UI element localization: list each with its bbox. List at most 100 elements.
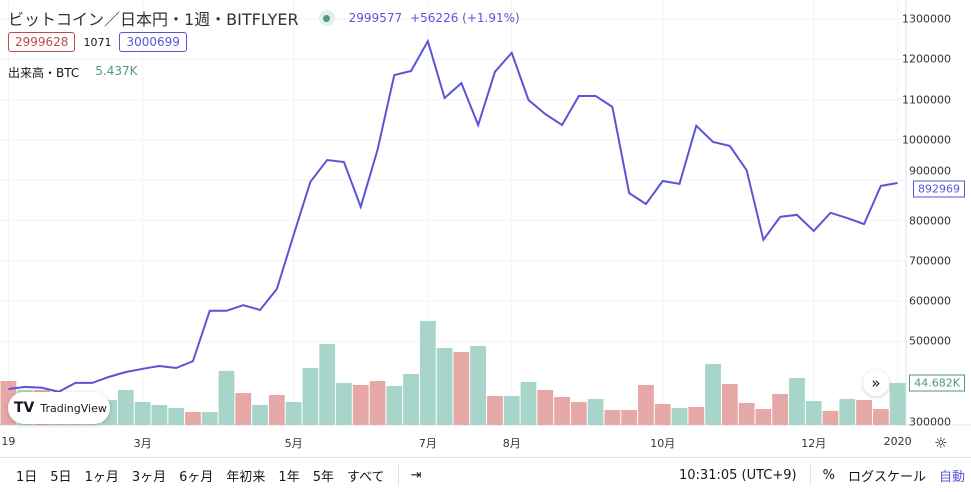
x-tick-label: 3月 bbox=[133, 437, 152, 450]
volume-bar bbox=[755, 409, 772, 425]
volume-bar bbox=[671, 407, 688, 425]
x-tick-label: 7月 bbox=[418, 437, 437, 450]
volume-legend: 出来高・BTC 5.437K bbox=[8, 64, 137, 81]
volume-bar bbox=[487, 395, 503, 425]
y-tick-label: 600000 bbox=[909, 294, 951, 308]
bid-ask: 2999628 1071 3000699 bbox=[8, 32, 187, 52]
log-scale-toggle[interactable]: ログスケール bbox=[847, 469, 926, 485]
volume-bar bbox=[268, 395, 285, 425]
volume-bar bbox=[285, 401, 302, 425]
volume-bar bbox=[386, 385, 403, 425]
y-tick-label: 1200000 bbox=[902, 52, 951, 66]
date-range-icon[interactable]: ⇥ bbox=[410, 467, 422, 483]
volume-bar bbox=[319, 343, 336, 425]
x-tick-label: 8月 bbox=[502, 437, 521, 450]
volume-bar bbox=[570, 401, 587, 425]
y-tick-label: 1300000 bbox=[902, 12, 951, 26]
volume-bar bbox=[554, 396, 570, 425]
volume-bar bbox=[738, 403, 755, 425]
tradingview-logo[interactable]: TV TradingView bbox=[8, 392, 110, 424]
x-tick-label: 5月 bbox=[284, 437, 303, 450]
last-price: 2999577 bbox=[348, 11, 403, 25]
volume-bar bbox=[168, 407, 185, 425]
price-chart[interactable] bbox=[0, 0, 971, 457]
range-3m[interactable]: 3ヶ月 bbox=[131, 469, 167, 485]
x-tick-label: 10月 bbox=[650, 437, 676, 450]
range-5y[interactable]: 5年 bbox=[312, 469, 334, 485]
clock[interactable]: 10:31:05 (UTC+9) bbox=[679, 467, 797, 483]
buy-button[interactable]: 3000699 bbox=[119, 32, 187, 52]
volume-bar bbox=[721, 384, 738, 425]
volume-bar bbox=[520, 381, 537, 425]
range-1d[interactable]: 1日 bbox=[16, 469, 38, 485]
y-tick-label: 800000 bbox=[909, 214, 951, 227]
volume-bar bbox=[621, 409, 638, 425]
volume-bar bbox=[201, 412, 218, 425]
volume-bar bbox=[419, 320, 436, 425]
tv-logo-icon: TV bbox=[14, 400, 35, 416]
volume-bar bbox=[503, 395, 520, 425]
volume-value: 5.437K bbox=[95, 64, 138, 78]
spread: 1071 bbox=[83, 35, 112, 49]
volume-bar bbox=[218, 370, 235, 425]
range-6m[interactable]: 6ヶ月 bbox=[179, 469, 214, 485]
chart-legend: ビットコイン／日本円・1週・BITFLYER 2999577 +56226 (+… bbox=[8, 6, 520, 30]
x-tick-label: 2020 bbox=[883, 435, 912, 448]
volume-bar bbox=[638, 384, 654, 425]
volume-bar bbox=[587, 398, 604, 425]
divider bbox=[809, 464, 811, 486]
volume-bar bbox=[822, 410, 839, 425]
sell-button[interactable]: 2999628 bbox=[8, 32, 76, 52]
range-all[interactable]: すべて bbox=[346, 469, 385, 485]
volume-bar bbox=[789, 378, 805, 425]
symbol-title[interactable]: ビットコイン／日本円・1週・BITFLYER bbox=[8, 10, 299, 29]
auto-scale-toggle[interactable]: 自動 bbox=[938, 469, 965, 485]
volume-bar bbox=[654, 404, 671, 425]
range-5d[interactable]: 5日 bbox=[50, 469, 72, 485]
volume-bar bbox=[604, 409, 621, 425]
y-tick-label: 300000 bbox=[909, 415, 951, 429]
divider bbox=[397, 464, 399, 486]
volume-bar bbox=[839, 398, 856, 425]
volume-bar bbox=[705, 363, 721, 425]
range-1m[interactable]: 1ヶ月 bbox=[84, 469, 119, 485]
volume-bar bbox=[889, 383, 906, 425]
volume-bar bbox=[805, 401, 822, 425]
volume-bar bbox=[772, 393, 789, 425]
volume-bar bbox=[151, 404, 168, 425]
last-price-tag: 892969 bbox=[913, 180, 965, 198]
volume-bar bbox=[134, 401, 151, 425]
y-tick-label: 500000 bbox=[909, 334, 951, 348]
volume-bar bbox=[117, 390, 134, 425]
y-tick-label: 700000 bbox=[909, 254, 951, 268]
volume-bar bbox=[235, 393, 252, 425]
y-tick-label: 900000 bbox=[909, 164, 951, 178]
volume-bar bbox=[453, 351, 470, 425]
volume-bar bbox=[369, 381, 386, 425]
volume-bar bbox=[352, 384, 369, 425]
price-line bbox=[8, 38, 898, 393]
volume-bar bbox=[185, 412, 201, 425]
volume-bar bbox=[688, 406, 705, 425]
volume-bar bbox=[252, 404, 268, 425]
market-status-icon bbox=[318, 10, 335, 26]
volume-bar bbox=[403, 373, 419, 425]
price-change: +56226 (+1.91%) bbox=[410, 11, 520, 25]
range-ytd[interactable]: 年初来 bbox=[226, 469, 266, 485]
volume-bar bbox=[872, 409, 889, 425]
bottom-toolbar: 1日 5日 1ヶ月 3ヶ月 6ヶ月 年初来 1年 5年 すべて ⇥ 10:31:… bbox=[0, 457, 971, 492]
last-volume-tag: 44.682K bbox=[909, 374, 965, 392]
y-tick-label: 1000000 bbox=[902, 133, 951, 147]
scroll-to-realtime-button[interactable]: » bbox=[863, 370, 889, 396]
range-1y[interactable]: 1年 bbox=[278, 469, 300, 485]
volume-bar bbox=[470, 345, 487, 425]
x-tick-label: 12月 bbox=[801, 437, 827, 450]
tv-logo-text: TradingView bbox=[40, 401, 107, 415]
volume-bar bbox=[537, 390, 554, 425]
volume-label[interactable]: 出来高・BTC bbox=[8, 66, 80, 80]
volume-bar bbox=[336, 382, 352, 425]
percent-toggle[interactable]: % bbox=[822, 467, 835, 483]
volume-bar bbox=[856, 399, 872, 425]
settings-icon[interactable]: ☼ bbox=[934, 434, 948, 452]
y-tick-label: 1100000 bbox=[902, 93, 951, 107]
